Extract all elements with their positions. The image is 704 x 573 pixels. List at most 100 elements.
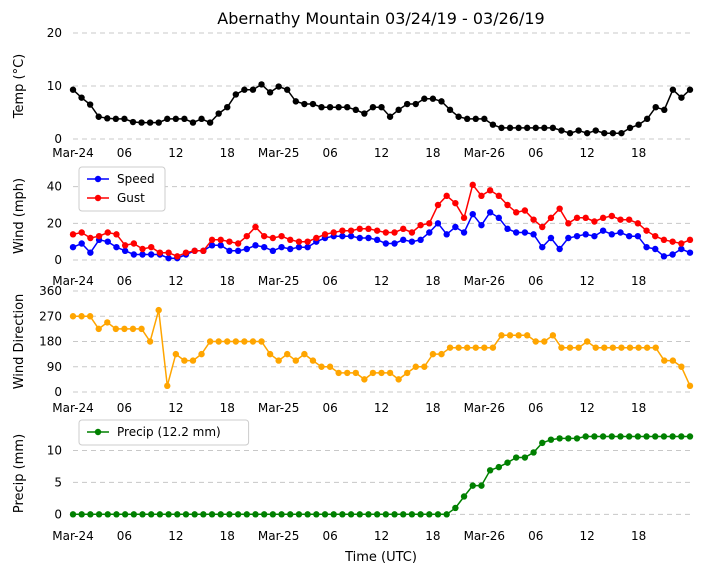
data-point (463, 344, 471, 351)
data-point (287, 245, 294, 253)
y-tick-label: 5 (54, 475, 62, 489)
data-point (565, 220, 572, 227)
data-point (412, 100, 419, 108)
data-point (455, 113, 462, 120)
data-point (148, 511, 155, 518)
data-point (530, 216, 537, 223)
data-point (198, 350, 205, 358)
data-point (181, 115, 188, 123)
data-point (521, 454, 529, 461)
data-point (575, 344, 582, 351)
data-point (661, 106, 668, 114)
data-point (426, 229, 433, 236)
data-point (678, 245, 685, 253)
data-point (243, 232, 251, 240)
data-point (266, 89, 274, 96)
x-tick-label: 06 (322, 146, 337, 160)
x-tick-label: 18 (220, 274, 235, 288)
data-point (113, 243, 120, 251)
data-point (138, 325, 145, 333)
data-point (669, 86, 677, 93)
x-tick-label: 06 (117, 274, 132, 288)
data-point (618, 344, 625, 351)
data-point (130, 251, 138, 258)
data-point (129, 325, 137, 333)
data-point (330, 511, 337, 518)
data-point (95, 113, 102, 120)
data-point (438, 98, 445, 105)
data-point (156, 511, 164, 518)
x-tick-label: 18 (425, 529, 440, 543)
data-point (232, 338, 240, 345)
data-point (608, 433, 615, 440)
data-point (625, 232, 633, 240)
data-point (609, 129, 617, 137)
data-point (386, 369, 394, 377)
data-point (460, 493, 468, 500)
data-point (478, 192, 485, 200)
data-point (295, 243, 303, 251)
data-point (164, 382, 171, 390)
panel-2: 0 20 40 Wind (mph) Mar-24 06 12 18 Mar-25 06 12 18 M… (12, 166, 694, 288)
data-point (181, 357, 188, 364)
data-point (165, 249, 172, 256)
data-point (86, 313, 94, 320)
x-tick-label: 18 (425, 146, 440, 160)
data-point (634, 433, 642, 440)
data-point (241, 338, 248, 345)
data-point (339, 511, 346, 518)
data-point (504, 459, 511, 466)
data-point (443, 192, 450, 200)
data-point (304, 511, 311, 518)
x-tick-label: 12 (168, 401, 183, 415)
data-point (369, 104, 377, 111)
y-tick-label: 0 (54, 253, 62, 267)
data-point (446, 344, 454, 351)
x-tick-label: 18 (631, 146, 646, 160)
x-tick-label: Mar-24 (52, 529, 93, 543)
data-point (215, 110, 222, 117)
data-point (234, 247, 242, 255)
legend-swatch-marker (94, 175, 102, 183)
data-point (541, 338, 548, 345)
y-axis-label: Wind Direction (12, 294, 27, 390)
x-tick-label: 12 (374, 529, 389, 543)
data-point (287, 236, 294, 244)
x-tick-label: 18 (220, 146, 235, 160)
data-point (217, 242, 224, 249)
x-tick-label: 18 (220, 529, 235, 543)
data-point (539, 223, 546, 231)
data-point (460, 214, 468, 222)
data-point (608, 231, 615, 238)
y-tick-label: 40 (47, 180, 62, 194)
x-tick-label: 06 (528, 146, 543, 160)
x-tick-label: 06 (322, 274, 337, 288)
data-point (335, 369, 342, 377)
data-point (530, 449, 537, 456)
data-point (189, 119, 197, 126)
data-point (361, 110, 368, 117)
data-point (249, 86, 257, 93)
data-point (617, 229, 624, 236)
data-point (86, 101, 94, 108)
data-point (512, 454, 520, 461)
data-point (669, 357, 677, 364)
data-point (686, 86, 694, 93)
data-point (421, 363, 428, 370)
data-point (652, 433, 659, 440)
data-point (532, 338, 539, 345)
data-point (378, 369, 385, 377)
data-point (438, 350, 445, 358)
x-tick-label: Mar-24 (52, 146, 93, 160)
data-point (373, 227, 381, 234)
data-point (652, 232, 659, 240)
data-point (417, 236, 424, 244)
data-point (429, 95, 437, 102)
data-point (217, 236, 224, 244)
data-point (78, 511, 85, 518)
data-point (547, 436, 555, 443)
legend-label: Precip (12.2 mm) (117, 425, 221, 439)
x-tick-label: 12 (168, 146, 183, 160)
data-point (344, 104, 351, 111)
data-point (566, 129, 574, 137)
